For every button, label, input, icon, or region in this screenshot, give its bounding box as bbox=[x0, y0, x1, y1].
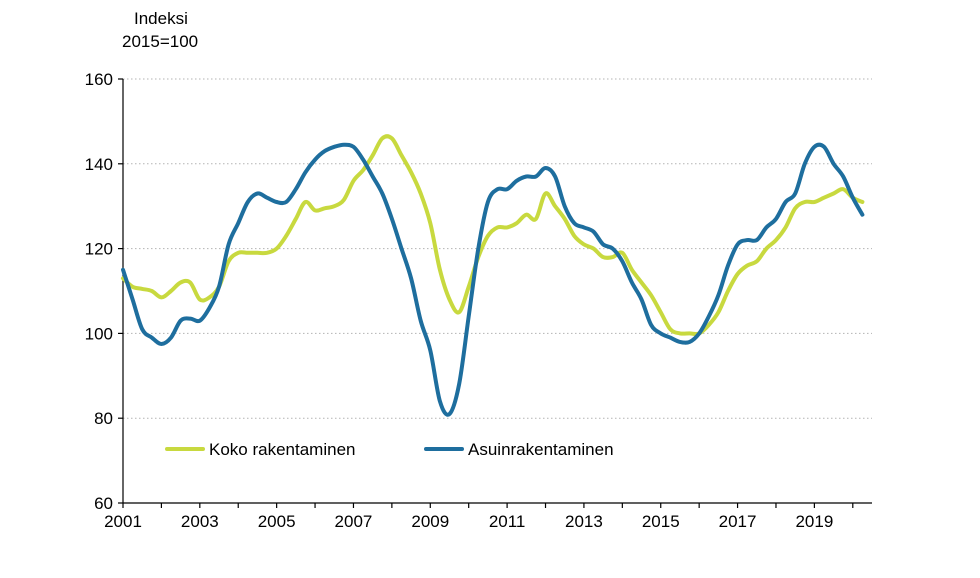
series-line-asuinrakentaminen bbox=[121, 142, 865, 417]
x-tick-label-2015: 2015 bbox=[642, 512, 680, 531]
axes bbox=[122, 79, 872, 504]
x-tick-label-2011: 2011 bbox=[489, 512, 526, 531]
y-tick-label-160: 160 bbox=[85, 70, 113, 89]
x-tick-label-2019: 2019 bbox=[795, 512, 833, 531]
x-tick-label-2007: 2007 bbox=[335, 512, 373, 531]
legend: Koko rakentaminen Asuinrakentaminen bbox=[165, 440, 614, 459]
x-tick-label-2005: 2005 bbox=[258, 512, 296, 531]
y-tick-label-100: 100 bbox=[85, 324, 113, 343]
x-tick-label-2003: 2003 bbox=[181, 512, 219, 531]
y-tick-label-60: 60 bbox=[94, 494, 113, 513]
unit-label-line2: 2015=100 bbox=[122, 32, 198, 51]
unit-label-line1: Indeksi bbox=[134, 9, 188, 28]
y-tick-label-80: 80 bbox=[94, 409, 113, 428]
y-tick-label-140: 140 bbox=[85, 155, 113, 174]
x-tick-labels: 2001 2003 2005 2007 2009 2011 2013 2015 2017 2019 bbox=[104, 503, 854, 531]
legend-label-koko-rakentaminen: Koko rakentaminen bbox=[209, 440, 355, 459]
series-lines bbox=[121, 134, 865, 417]
grid-lines bbox=[123, 78, 872, 419]
x-tick-label-2001: 2001 bbox=[104, 512, 142, 531]
legend-label-asuinrakentaminen: Asuinrakentaminen bbox=[468, 440, 614, 459]
x-tick-label-2013: 2013 bbox=[565, 512, 603, 531]
y-tick-labels: 60 80 100 120 140 160 bbox=[85, 70, 123, 513]
x-tick-label-2009: 2009 bbox=[411, 512, 449, 531]
series-line-koko-rakentaminen bbox=[121, 134, 865, 337]
y-tick-label-120: 120 bbox=[85, 240, 113, 259]
x-tick-label-2017: 2017 bbox=[719, 512, 757, 531]
